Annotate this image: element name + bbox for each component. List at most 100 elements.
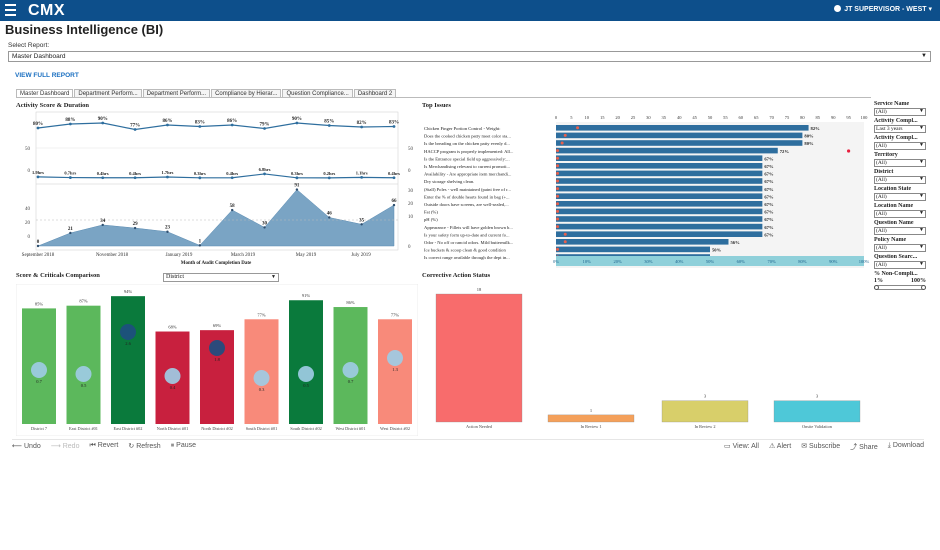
share-button[interactable]: ⤴ Share — [850, 442, 878, 452]
view-full-report-link[interactable]: VIEW FULL REPORT — [15, 72, 79, 79]
top-tick: 0 — [555, 115, 558, 120]
filter-dropdown[interactable]: (All) ▼ — [874, 227, 926, 235]
area-y-tick: 40 — [25, 207, 31, 212]
tab-0[interactable]: Master Dashboard — [16, 89, 74, 98]
revert-label: Revert — [97, 442, 119, 449]
score-group-dropdown[interactable]: District ▼ — [163, 273, 279, 282]
redo-button[interactable]: ⟶ Redo — [51, 442, 80, 450]
critical-value: 0.5 — [81, 383, 87, 388]
filter-9: Question Searc... (All) ▼ — [874, 254, 926, 269]
activity-panel-title: Activity Score & Duration — [16, 102, 89, 109]
x-tick: September 2018 — [22, 253, 55, 258]
filter-value: (All) — [876, 177, 887, 183]
area-label: 23 — [165, 226, 171, 231]
duration-label: 0.4hrs — [129, 171, 141, 176]
filter-dropdown[interactable]: (All) ▼ — [874, 159, 926, 167]
tab-1[interactable]: Department Perform... — [74, 89, 142, 98]
filter-8: Policy Name (All) ▼ — [874, 237, 926, 252]
top-tick: 80 — [800, 115, 805, 120]
filter-dropdown[interactable]: (All) ▼ — [874, 176, 926, 184]
filter-dropdown[interactable]: (All) ▼ — [874, 142, 926, 150]
area-series — [37, 189, 395, 247]
duration-label: 1.9hrs — [32, 170, 44, 175]
area-point — [392, 203, 396, 207]
select-report-dropdown[interactable]: Master Dashboard ▼ — [8, 51, 931, 62]
subscribe-button[interactable]: ✉ Subscribe — [801, 442, 840, 452]
issue-value: 67% — [764, 179, 774, 184]
critical-value: 0.7 — [348, 379, 354, 384]
corrective-action-chart: 18 Action Needed 1 In Review 1 3 In Review 2 3… — [435, 287, 861, 429]
issue-marker — [556, 225, 560, 229]
refresh-icon: ↻ — [128, 443, 135, 450]
critical-bubble — [31, 362, 47, 378]
score-value: 69% — [213, 323, 222, 328]
issue-label: Does the cooked chicken patty meet color… — [424, 134, 511, 139]
pause-button[interactable]: ⏸ Pause — [171, 442, 196, 450]
issue-label: Chicken Finger Portion Control - Weight: — [424, 126, 501, 131]
score-point — [392, 125, 396, 128]
issue-value: 67% — [764, 194, 774, 199]
filter-label: Activity Compl... — [874, 135, 918, 141]
issue-marker — [560, 141, 564, 145]
issue-label: Odor - No off or rancid odors. Mild butt… — [424, 240, 513, 245]
bottom-tick: 100% — [859, 259, 870, 264]
chevron-down-icon: ▼ — [919, 245, 924, 250]
critical-value: 0.3 — [259, 387, 265, 392]
category-label: North District #01 — [157, 426, 189, 431]
refresh-button[interactable]: ↻ Refresh — [128, 442, 160, 450]
score-bar — [378, 319, 412, 424]
critical-bubble — [387, 350, 403, 366]
slider-handle-min[interactable] — [874, 285, 879, 290]
alert-label: Alert — [776, 443, 792, 450]
noncompliance-slider[interactable] — [874, 285, 926, 290]
issue-marker — [563, 240, 567, 244]
score-panel-title: Score & Criticals Comparison — [16, 272, 100, 279]
tab-4[interactable]: Question Compliance... — [282, 89, 353, 98]
filter-3: Territory (All) ▼ — [874, 152, 926, 167]
undo-button[interactable]: ⟵ Undo — [12, 442, 41, 450]
user-menu[interactable]: JT SUPERVISOR - WEST ▾ — [834, 5, 932, 15]
filter-dropdown[interactable]: (All) ▼ — [874, 193, 926, 201]
score-label: 83% — [389, 121, 399, 126]
filter-dropdown[interactable]: (All) ▼ — [874, 261, 926, 269]
filter-dropdown[interactable]: (All) ▼ — [874, 108, 926, 116]
score-point — [198, 125, 202, 128]
alert-button[interactable]: ⚠ Alert — [769, 442, 791, 452]
critical-bubble — [298, 366, 314, 382]
filter-label: District — [874, 169, 894, 175]
top-tick: 25 — [631, 115, 636, 120]
chevron-down-icon: ▼ — [919, 228, 924, 233]
tab-2[interactable]: Department Perform... — [142, 89, 211, 98]
duration-point — [198, 176, 202, 180]
issue-label: pH (%) — [424, 217, 438, 222]
bottom-tick: 10% — [583, 259, 592, 264]
filter-dropdown[interactable]: Last 3 years ▼ — [874, 125, 926, 133]
status-label: In Review 2 — [694, 424, 715, 429]
score-y-tick: 0 — [28, 169, 31, 174]
download-button[interactable]: ⤓ Download — [888, 442, 924, 452]
slider-handle-max[interactable] — [921, 285, 926, 290]
issue-label: Is your safety form up-to-date and curre… — [424, 232, 509, 237]
issue-label: Outside doors have screens, are well-sea… — [424, 202, 509, 208]
area-y-tick: 0 — [28, 235, 31, 240]
score-y-tick: 50 — [25, 147, 31, 152]
duration-point — [327, 176, 331, 180]
filter-label: Question Name — [874, 220, 914, 226]
menu-icon[interactable] — [5, 4, 16, 16]
tab-5[interactable]: Dashboard 2 — [353, 89, 397, 98]
view-button[interactable]: ▭ View: All — [724, 442, 759, 452]
top-tick: 55 — [723, 115, 728, 120]
issue-bar — [556, 132, 803, 139]
revert-button[interactable]: ⏮ Revert — [89, 442, 118, 450]
critical-bubble — [120, 324, 136, 340]
issue-marker — [576, 126, 580, 130]
filter-dropdown[interactable]: (All) ▼ — [874, 244, 926, 252]
tab-3[interactable]: Compliance by Hierar... — [211, 89, 282, 98]
filter-dropdown[interactable]: (All) ▼ — [874, 210, 926, 218]
share-label: Share — [859, 444, 878, 451]
issue-value: 67% — [764, 202, 774, 207]
score-group-value: District — [166, 274, 184, 280]
critical-value: 1.3 — [392, 367, 398, 372]
filter-6: Location Name (All) ▼ — [874, 203, 926, 218]
issue-label: Availability - Are appropriate item merc… — [424, 172, 511, 177]
